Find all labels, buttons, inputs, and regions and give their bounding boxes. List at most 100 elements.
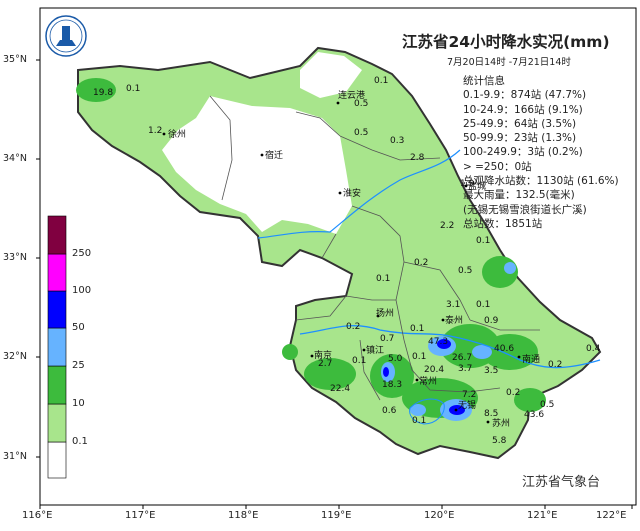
station-value: 20.4 [424,365,445,375]
legend-label: 250 [72,248,92,259]
station-value: 3.7 [458,364,473,374]
station-value: 47.3 [428,337,449,347]
city-label: 苏州 [492,419,511,429]
dry-area [162,96,352,234]
city-label: 南通 [522,355,541,365]
stats-line: 0.1-9.9：874站 (47.7%) [463,89,587,102]
map-title: 江苏省24小时降水实况(mm) [402,33,610,51]
stats-line: 总站数：1851站 [463,217,543,230]
map-subtitle: 7月20日14时 -7月21日14时 [447,57,571,68]
station-value: 0.2 [506,388,521,398]
station-value: 19.8 [93,88,114,98]
station-value: 0.5 [354,99,369,109]
stats-line: 25-49.9：64站 (3.5%) [463,117,577,130]
statistics-panel: 统计信息 0.1-9.9：874站 (47.7%) 10-24.9：166站 (… [463,74,619,231]
y-tick-label: 35°N [3,54,27,65]
city-label: 盐城 [468,182,487,192]
station-value: 3.5 [484,366,499,376]
station-value: 8.5 [484,409,499,419]
y-tick-label: 32°N [3,351,27,362]
x-tick-label: 121°E [527,510,558,521]
tai-lake [409,398,445,425]
station-value: 0.1 [374,76,389,86]
station-value: 0.5 [354,128,369,138]
station-value: 3.1 [446,300,461,310]
stats-line: 10-24.9：166站 (9.1%) [463,103,583,116]
legend-label: 10 [72,398,85,409]
stats-line: 50-99.9：23站 (1.3%) [463,132,577,145]
legend-label: 100 [72,285,92,296]
canal-river [257,149,461,239]
city-label: 淮安 [343,189,362,199]
x-tick-label: 117°E [125,510,156,521]
city-markers [162,101,521,424]
station-value: 1.2 [148,126,163,136]
stats-line: 统计信息 [463,75,505,87]
x-tick-label: 122°E [596,510,627,521]
station-value: 0.6 [382,406,397,416]
agency-name: 江苏省气象台 [522,475,601,490]
station-value: 0.2 [346,322,361,332]
axis-ticks [36,59,633,509]
station-value: 0.5 [458,266,473,276]
city-label: 泰州 [445,316,464,326]
plot-frame [39,7,637,506]
city-label: 徐州 [168,130,187,140]
dry-area-north [300,52,362,98]
station-value: 0.3 [390,136,405,146]
yangtze-river [299,325,601,369]
station-value: 0.5 [540,400,555,410]
station-value: 2.7 [318,359,333,369]
y-tick-label: 31°N [3,451,27,462]
station-value: 0.1 [476,300,491,310]
y-tick-label: 34°N [3,153,27,164]
station-value: 0.1 [376,274,391,284]
cma-logo-icon [45,15,87,57]
legend-bar [47,215,67,479]
stats-line: 总观降水站数：1130站 (61.6%) [463,175,619,188]
station-value: 0.2 [414,258,429,268]
station-value: 0.1 [412,416,427,426]
x-tick-label: 120°E [424,510,455,521]
legend-label: 25 [72,360,85,371]
station-value: 5.0 [388,354,403,364]
station-value: 26.7 [452,353,473,363]
station-value: 0.1 [126,84,141,94]
city-label: 连云港 [338,91,366,101]
station-value: 0.7 [380,334,395,344]
station-value: 18.3 [382,380,403,390]
station-value: 2.2 [440,221,455,231]
legend-label: 50 [72,322,85,333]
city-label: 南京 [314,351,333,361]
stats-line: (无锡无锡雪浪街道长广溪) [463,203,587,216]
station-value: 7.2 [462,390,477,400]
station-value: 5.8 [492,436,507,446]
station-value: 1.9 [460,179,475,189]
prefecture-boundaries [209,95,540,401]
city-label: 扬州 [376,309,395,319]
station-value: 0.9 [484,316,499,326]
station-value: 40.6 [494,344,515,354]
station-value: 0.1 [412,352,427,362]
y-tick-label: 33°N [3,252,27,263]
station-value: 22.4 [330,384,351,394]
x-tick-label: 116°E [22,510,53,521]
station-value: 2.8 [410,153,425,163]
stats-line: > =250：0站 [463,160,532,173]
x-tick-label: 118°E [228,510,259,521]
station-value: 0.2 [548,360,563,370]
city-label: 无锡 [458,401,477,411]
x-tick-label: 119°E [321,510,352,521]
station-value: 0.1 [476,236,491,246]
city-label: 常州 [419,377,438,387]
legend-label: 0.1 [72,436,88,447]
station-value: 0.4 [586,344,601,354]
city-label: 宿迁 [265,151,284,161]
station-value: 43.6 [524,410,545,420]
station-value: 0.1 [352,356,367,366]
station-value: 0.1 [410,324,425,334]
city-label: 镇江 [366,346,385,356]
stats-line: 100-249.9：3站 (0.2%) [463,146,583,159]
stats-line: 最大雨量：132.5(毫米) [463,189,575,202]
